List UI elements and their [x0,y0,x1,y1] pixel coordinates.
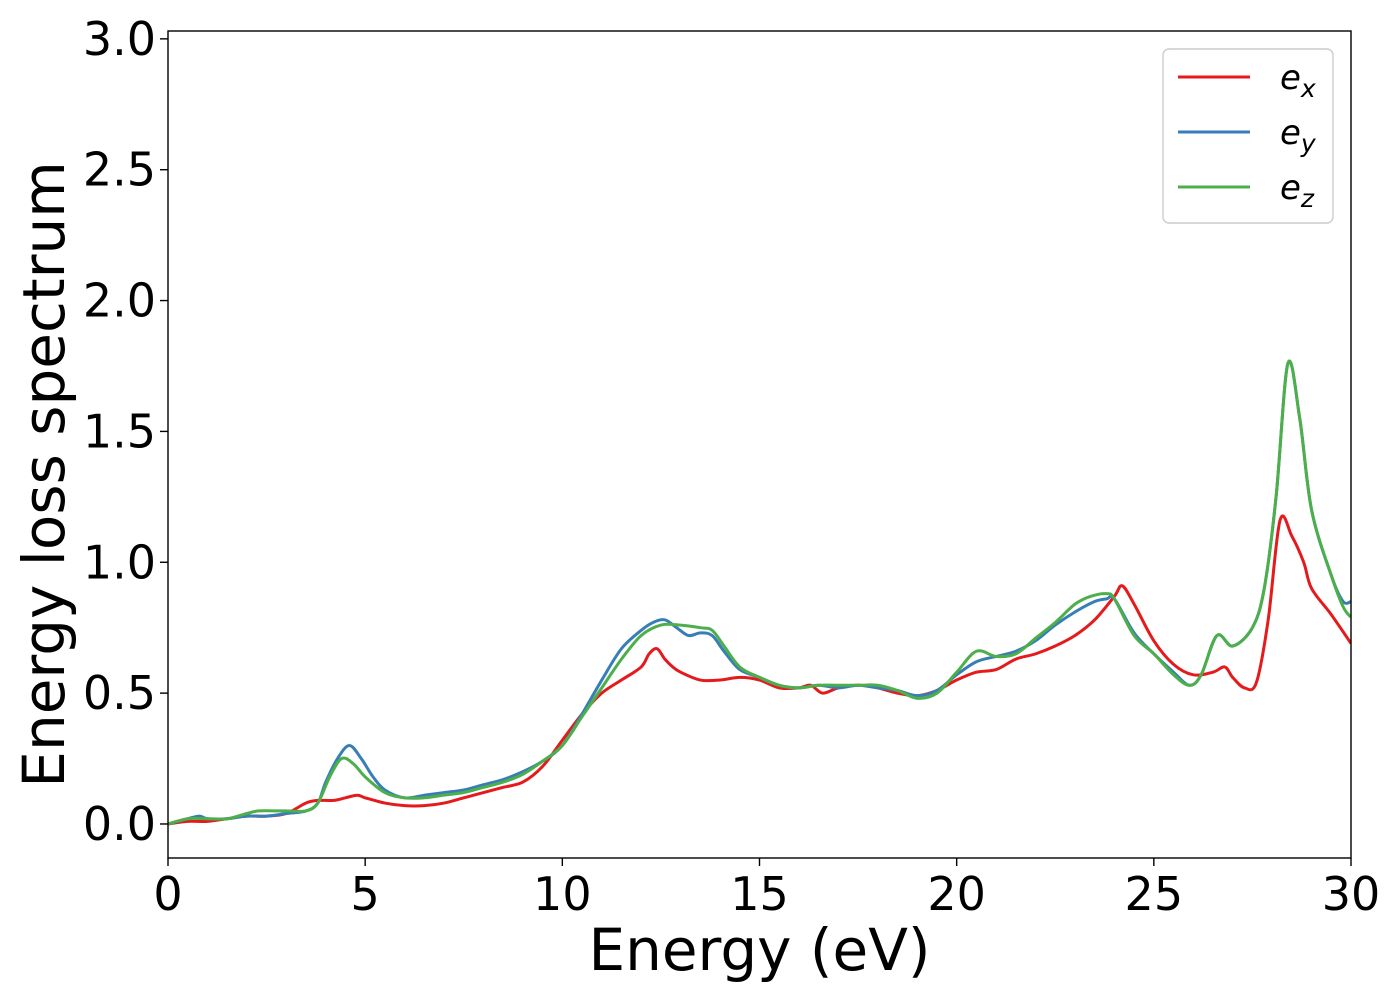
x-axis-label: Energy (eV) [588,916,930,984]
y-tick-label: 2.5 [83,143,156,197]
x-axis: 0 5 10 15 20 25 30 [153,858,1380,921]
y-tick-label: 3.0 [83,12,156,66]
y-tick-label: 0.0 [83,797,156,851]
x-tick-label: 5 [351,867,380,921]
x-tick-label: 0 [153,867,182,921]
y-tick-label: 1.0 [83,535,156,589]
x-tick-label: 15 [730,867,789,921]
legend-label-subscript: z [1300,184,1315,213]
y-axis: 0.0 0.5 1.0 1.5 2.0 2.5 3.0 [83,12,168,851]
y-tick-label: 0.5 [83,666,156,720]
legend-label-base: e [1280,168,1301,208]
series-line-e-y [168,359,1351,826]
legend-label-base: e [1280,58,1301,98]
legend-label: ex [1280,58,1316,103]
y-tick-label: 2.0 [83,274,156,328]
series-line-e-z [168,359,1351,826]
series-layer [168,359,1351,826]
x-tick-label: 20 [927,867,986,921]
legend-label: ey [1280,113,1317,158]
legend-label-subscript: x [1300,74,1316,103]
legend-label-base: e [1280,113,1301,153]
legend-label: ez [1280,168,1315,213]
x-tick-label: 25 [1125,867,1184,921]
x-tick-label: 10 [533,867,592,921]
legend-box [1162,48,1334,224]
series-line-e-x [168,514,1351,826]
y-axis-label: Energy loss spectrum [10,161,78,787]
y-tick-label: 1.5 [83,404,156,458]
legend-label-subscript: y [1300,129,1317,158]
x-tick-label: 30 [1322,867,1381,921]
